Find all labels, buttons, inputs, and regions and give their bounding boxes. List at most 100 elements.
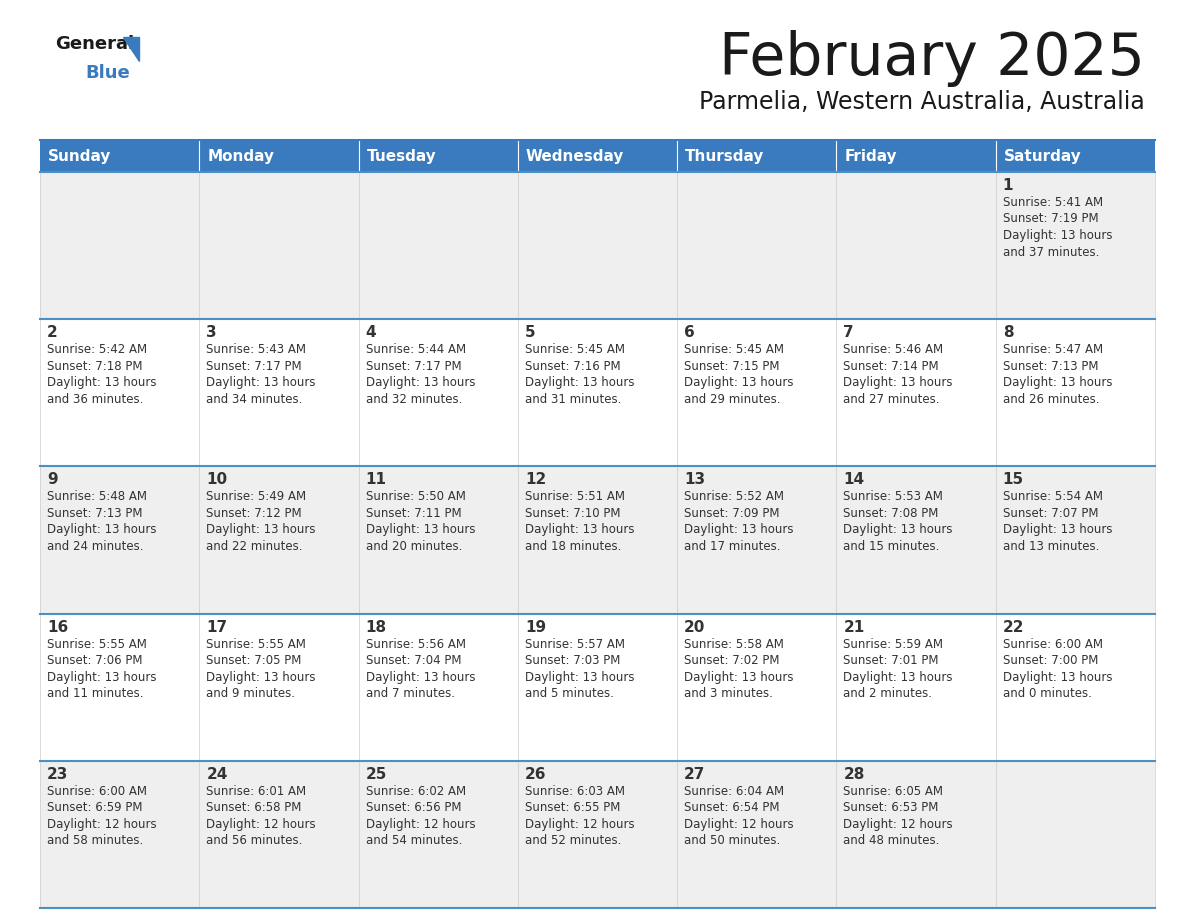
Text: Sunset: 7:14 PM: Sunset: 7:14 PM [843, 360, 939, 373]
Text: and 0 minutes.: and 0 minutes. [1003, 687, 1092, 700]
Text: 23: 23 [48, 767, 69, 782]
Text: Sunset: 7:06 PM: Sunset: 7:06 PM [48, 655, 143, 667]
Text: Sunrise: 5:43 AM: Sunrise: 5:43 AM [207, 343, 307, 356]
Text: and 15 minutes.: and 15 minutes. [843, 540, 940, 553]
Text: and 32 minutes.: and 32 minutes. [366, 393, 462, 406]
Text: Sunset: 6:58 PM: Sunset: 6:58 PM [207, 801, 302, 814]
Text: 12: 12 [525, 473, 546, 487]
Text: Sunset: 7:19 PM: Sunset: 7:19 PM [1003, 212, 1099, 226]
Text: Sunrise: 5:54 AM: Sunrise: 5:54 AM [1003, 490, 1102, 503]
Text: Daylight: 13 hours: Daylight: 13 hours [525, 671, 634, 684]
Text: Sunday: Sunday [48, 149, 112, 163]
Text: February 2025: February 2025 [719, 30, 1145, 87]
Bar [40, 319, 200, 466]
Bar [836, 140, 996, 172]
Text: Sunrise: 6:03 AM: Sunrise: 6:03 AM [525, 785, 625, 798]
Text: Sunset: 7:12 PM: Sunset: 7:12 PM [207, 507, 302, 520]
Text: Sunrise: 6:00 AM: Sunrise: 6:00 AM [1003, 638, 1102, 651]
Text: Sunset: 7:11 PM: Sunset: 7:11 PM [366, 507, 461, 520]
Text: Daylight: 13 hours: Daylight: 13 hours [48, 376, 157, 389]
Bar [677, 613, 836, 761]
Text: Daylight: 13 hours: Daylight: 13 hours [1003, 523, 1112, 536]
Text: Sunrise: 5:55 AM: Sunrise: 5:55 AM [48, 638, 147, 651]
Text: Sunset: 6:55 PM: Sunset: 6:55 PM [525, 801, 620, 814]
Text: Daylight: 13 hours: Daylight: 13 hours [48, 671, 157, 684]
Text: and 36 minutes.: and 36 minutes. [48, 393, 144, 406]
Text: and 26 minutes.: and 26 minutes. [1003, 393, 1099, 406]
Text: General: General [55, 35, 134, 53]
Text: Daylight: 13 hours: Daylight: 13 hours [843, 376, 953, 389]
Text: and 11 minutes.: and 11 minutes. [48, 687, 144, 700]
Text: Daylight: 12 hours: Daylight: 12 hours [684, 818, 794, 831]
Text: Saturday: Saturday [1004, 149, 1081, 163]
Bar [677, 172, 836, 319]
Text: 3: 3 [207, 325, 217, 341]
Text: Sunset: 7:07 PM: Sunset: 7:07 PM [1003, 507, 1098, 520]
Text: 1: 1 [1003, 178, 1013, 193]
Text: Sunset: 7:01 PM: Sunset: 7:01 PM [843, 655, 939, 667]
Text: 7: 7 [843, 325, 854, 341]
Text: Daylight: 12 hours: Daylight: 12 hours [207, 818, 316, 831]
Bar [200, 140, 359, 172]
Text: Sunset: 6:53 PM: Sunset: 6:53 PM [843, 801, 939, 814]
Text: Sunrise: 6:02 AM: Sunrise: 6:02 AM [366, 785, 466, 798]
Text: and 17 minutes.: and 17 minutes. [684, 540, 781, 553]
Text: Sunset: 7:13 PM: Sunset: 7:13 PM [1003, 360, 1098, 373]
Text: Sunset: 7:10 PM: Sunset: 7:10 PM [525, 507, 620, 520]
Bar [40, 172, 200, 319]
Text: 15: 15 [1003, 473, 1024, 487]
Text: Sunrise: 5:56 AM: Sunrise: 5:56 AM [366, 638, 466, 651]
Text: Daylight: 13 hours: Daylight: 13 hours [366, 376, 475, 389]
Bar [200, 466, 359, 613]
Bar [40, 613, 200, 761]
Bar [836, 466, 996, 613]
Bar [996, 613, 1155, 761]
Bar [40, 761, 200, 908]
Polygon shape [124, 37, 139, 61]
Text: Daylight: 13 hours: Daylight: 13 hours [684, 376, 794, 389]
Text: and 18 minutes.: and 18 minutes. [525, 540, 621, 553]
Text: and 20 minutes.: and 20 minutes. [366, 540, 462, 553]
Text: Sunset: 7:05 PM: Sunset: 7:05 PM [207, 655, 302, 667]
Text: Sunrise: 5:46 AM: Sunrise: 5:46 AM [843, 343, 943, 356]
Text: Sunrise: 5:53 AM: Sunrise: 5:53 AM [843, 490, 943, 503]
Text: Sunset: 7:17 PM: Sunset: 7:17 PM [207, 360, 302, 373]
Text: Daylight: 13 hours: Daylight: 13 hours [525, 523, 634, 536]
Text: Sunset: 7:09 PM: Sunset: 7:09 PM [684, 507, 779, 520]
Text: and 27 minutes.: and 27 minutes. [843, 393, 940, 406]
Text: Sunrise: 6:04 AM: Sunrise: 6:04 AM [684, 785, 784, 798]
Bar [200, 172, 359, 319]
Text: Sunset: 7:00 PM: Sunset: 7:00 PM [1003, 655, 1098, 667]
Bar [836, 761, 996, 908]
Text: Monday: Monday [207, 149, 274, 163]
Text: 17: 17 [207, 620, 227, 634]
Text: Daylight: 13 hours: Daylight: 13 hours [48, 523, 157, 536]
Bar [836, 319, 996, 466]
Text: Sunrise: 5:59 AM: Sunrise: 5:59 AM [843, 638, 943, 651]
Text: and 37 minutes.: and 37 minutes. [1003, 245, 1099, 259]
Bar [677, 319, 836, 466]
Text: Sunrise: 5:55 AM: Sunrise: 5:55 AM [207, 638, 307, 651]
Text: Wednesday: Wednesday [526, 149, 624, 163]
Text: 10: 10 [207, 473, 227, 487]
Text: Sunset: 7:15 PM: Sunset: 7:15 PM [684, 360, 779, 373]
Text: and 13 minutes.: and 13 minutes. [1003, 540, 1099, 553]
Text: 14: 14 [843, 473, 865, 487]
Text: 9: 9 [48, 473, 58, 487]
Bar [359, 466, 518, 613]
Text: Sunrise: 5:51 AM: Sunrise: 5:51 AM [525, 490, 625, 503]
Text: and 29 minutes.: and 29 minutes. [684, 393, 781, 406]
Text: and 9 minutes.: and 9 minutes. [207, 687, 296, 700]
Text: 21: 21 [843, 620, 865, 634]
Text: Daylight: 13 hours: Daylight: 13 hours [207, 671, 316, 684]
Bar [996, 761, 1155, 908]
Text: 2: 2 [48, 325, 58, 341]
Text: Daylight: 12 hours: Daylight: 12 hours [525, 818, 634, 831]
Bar [359, 140, 518, 172]
Text: Sunset: 6:54 PM: Sunset: 6:54 PM [684, 801, 779, 814]
Text: Daylight: 12 hours: Daylight: 12 hours [843, 818, 953, 831]
Bar [518, 319, 677, 466]
Text: 27: 27 [684, 767, 706, 782]
Text: and 58 minutes.: and 58 minutes. [48, 834, 144, 847]
Text: Sunrise: 5:44 AM: Sunrise: 5:44 AM [366, 343, 466, 356]
